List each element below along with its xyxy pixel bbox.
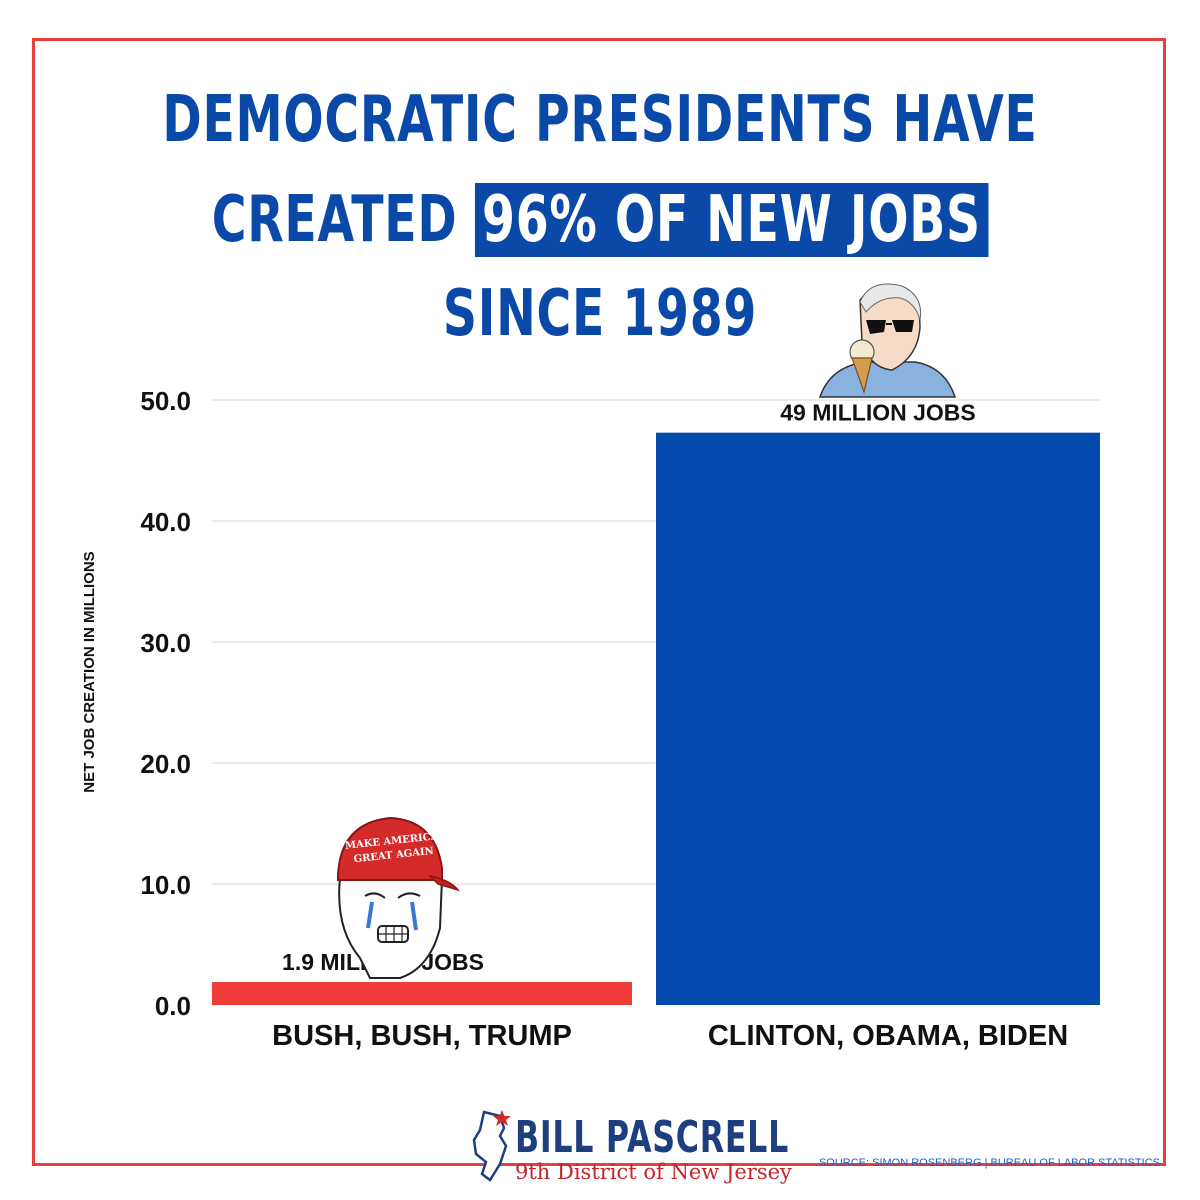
headline-highlight: 96% OF NEW JOBS (474, 183, 989, 257)
x-category-label: CLINTON, OBAMA, BIDEN (708, 1020, 1068, 1052)
headline-line-3: SINCE 1989 (442, 277, 758, 351)
sunglasses-man-ice-cream-illustration (818, 283, 957, 398)
x-category-label: BUSH, BUSH, TRUMP (272, 1020, 572, 1052)
bars (212, 432, 1100, 1005)
y-axis-label: NET JOB CREATION IN MILLIONS (81, 551, 98, 792)
headline-line-1: DEMOCRATIC PRESIDENTS HAVE (162, 83, 1038, 157)
y-tick-label: 10.0 (140, 870, 191, 900)
bar-democratic (656, 432, 1100, 1005)
x-axis-categories: BUSH, BUSH, TRUMP CLINTON, OBAMA, BIDEN (272, 1020, 1068, 1052)
bar-republican (212, 982, 632, 1005)
source-note: SOURCE: SIMON ROSENBERG | BUREAU OF LABO… (818, 1157, 1160, 1169)
y-tick-label: 30.0 (140, 628, 191, 658)
new-jersey-map-star-icon (472, 1110, 511, 1182)
y-tick-label: 40.0 (140, 507, 191, 537)
y-tick-label: 0.0 (155, 991, 191, 1021)
data-label: 49 MILLION JOBS (780, 400, 976, 426)
page-frame (32, 38, 1166, 1166)
y-axis-ticks: 0.0 10.0 20.0 30.0 40.0 50.0 (140, 386, 191, 1021)
headline-line-2: CREATED 96% OF NEW JOBS (156, 183, 1044, 257)
y-tick-label: 20.0 (140, 749, 191, 779)
crying-wojak-red-hat-illustration: MAKE AMERICA GREAT AGAIN (337, 816, 461, 979)
logo-subtitle: 9th District of New Jersey (515, 1160, 792, 1184)
logo-name: BILL PASCRELL (515, 1112, 790, 1163)
y-tick-label: 50.0 (140, 386, 191, 416)
headline-line-2-prefix: CREATED (211, 183, 458, 257)
